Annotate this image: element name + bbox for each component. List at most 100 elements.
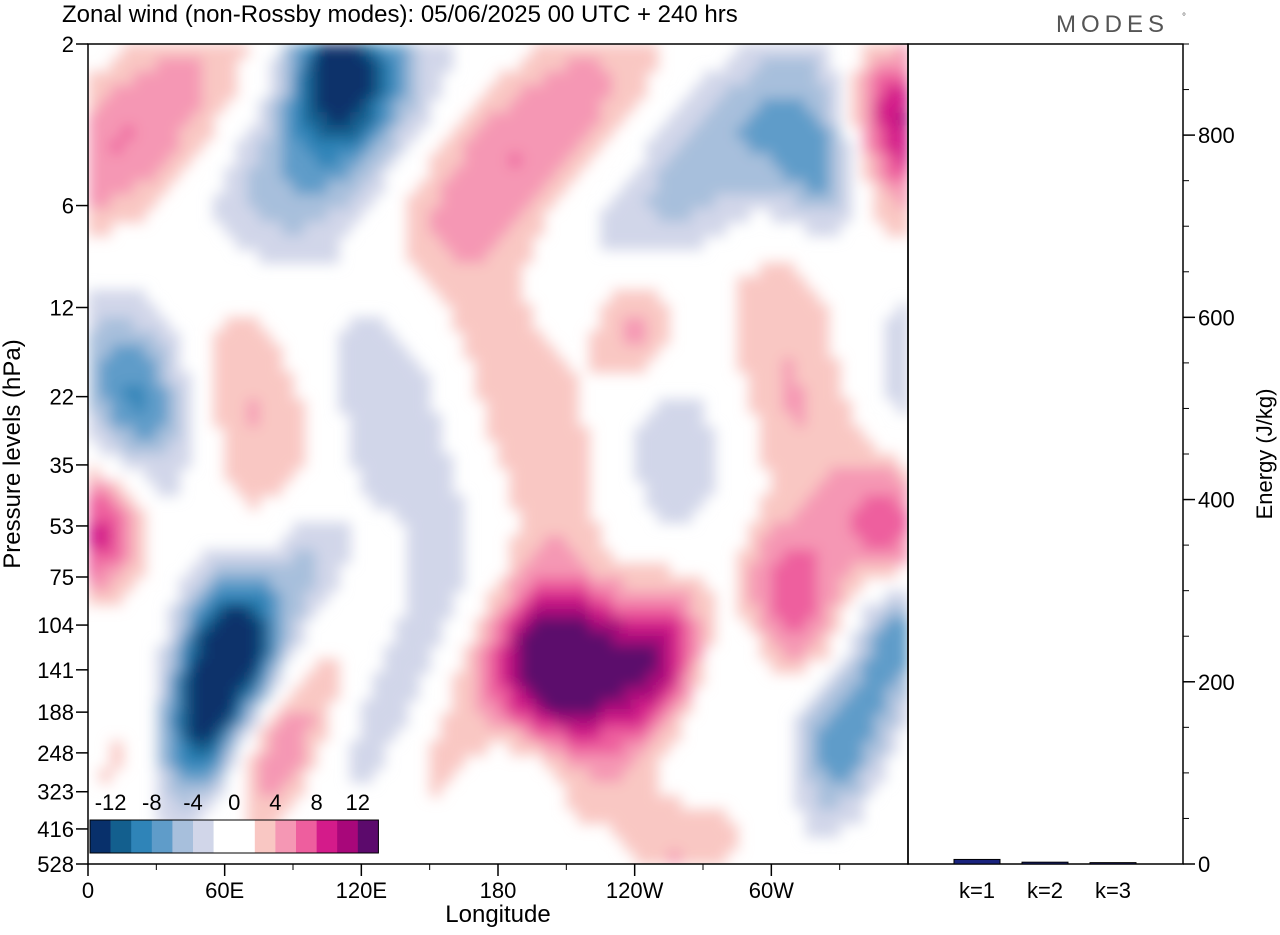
heatmap-cell xyxy=(896,139,908,155)
heatmap-cell xyxy=(452,249,465,264)
heatmap-cell xyxy=(828,754,841,770)
heatmap-cell xyxy=(258,235,272,250)
heatmap-cell xyxy=(520,481,533,496)
heatmap-cell xyxy=(406,604,420,619)
heatmap-cell xyxy=(532,577,545,592)
heatmap-cell xyxy=(759,454,773,469)
heatmap-cell xyxy=(384,399,397,414)
heatmap-cell xyxy=(361,317,374,332)
heatmap-cell xyxy=(759,385,773,401)
heatmap-cell xyxy=(577,481,590,496)
heatmap-cell xyxy=(270,741,283,756)
heatmap-cell xyxy=(816,426,830,442)
heatmap-cell xyxy=(304,249,317,264)
heatmap-cell xyxy=(611,618,625,633)
heatmap-cell xyxy=(293,208,306,223)
heatmap-cell xyxy=(509,126,522,141)
heatmap-cell xyxy=(657,221,670,237)
heatmap-cell xyxy=(213,618,226,633)
heatmap-cell xyxy=(657,317,670,332)
y-tick-label: 35 xyxy=(50,453,74,478)
heatmap-cell xyxy=(122,290,135,305)
heatmap-cell xyxy=(657,180,670,196)
heatmap-cell xyxy=(862,508,875,524)
heatmap-cell xyxy=(759,522,773,537)
heatmap-cell xyxy=(885,180,898,196)
heatmap-cell xyxy=(862,495,875,510)
heatmap-cell xyxy=(349,71,363,86)
heatmap-cell xyxy=(99,590,112,606)
heatmap-cell xyxy=(349,167,363,182)
heatmap-cell xyxy=(759,85,773,100)
heatmap-cell xyxy=(828,426,841,442)
heatmap-cell xyxy=(144,57,158,73)
heatmap-cell xyxy=(281,741,294,756)
heatmap-cell xyxy=(258,344,272,360)
heatmap-cell xyxy=(486,686,499,701)
heatmap-cell xyxy=(862,139,875,155)
heatmap-cell xyxy=(429,221,442,237)
heatmap-cell xyxy=(759,98,773,114)
heatmap-cell xyxy=(703,454,716,469)
heatmap-cell xyxy=(99,549,112,565)
heatmap-cell xyxy=(281,208,294,223)
heatmap-cell xyxy=(577,631,590,647)
heatmap-cell xyxy=(680,235,693,250)
heatmap-cell xyxy=(498,713,511,729)
heatmap-cell xyxy=(190,645,203,660)
heatmap-cell xyxy=(406,659,420,674)
heatmap-cell xyxy=(600,44,613,59)
heatmap-cell xyxy=(441,563,454,578)
heatmap-cell xyxy=(520,167,533,182)
heatmap-cell xyxy=(577,440,590,455)
heatmap-cell xyxy=(258,440,272,455)
heatmap-cell xyxy=(213,98,226,114)
heatmap-cell xyxy=(805,85,818,100)
heatmap-cell xyxy=(828,71,841,86)
heatmap-cell xyxy=(532,399,545,414)
heatmap-cell xyxy=(828,768,841,783)
heatmap-cell xyxy=(167,440,180,455)
heatmap-cell xyxy=(304,167,317,182)
heatmap-cell xyxy=(156,659,169,674)
heatmap-cell xyxy=(361,98,374,114)
heatmap-cell xyxy=(839,577,852,592)
heatmap-cell xyxy=(247,426,260,442)
heatmap-cell xyxy=(634,167,647,182)
heatmap-cell xyxy=(532,139,545,155)
heatmap-cell xyxy=(554,399,568,414)
heatmap-cell xyxy=(509,153,522,168)
heatmap-cell xyxy=(167,57,180,73)
heatmap-cell xyxy=(623,700,636,715)
heatmap-cell xyxy=(873,126,887,141)
heatmap-cell xyxy=(167,385,180,401)
heatmap-cell xyxy=(372,467,385,483)
heatmap-cell xyxy=(794,577,807,592)
heatmap-cell xyxy=(213,686,226,701)
heatmap-cell xyxy=(566,372,579,387)
heatmap-cell xyxy=(224,85,237,100)
heatmap-cell xyxy=(213,85,226,100)
heatmap-cell xyxy=(156,385,169,401)
heatmap-cell xyxy=(623,44,636,59)
heatmap-cell xyxy=(873,563,887,578)
heatmap-cell xyxy=(828,481,841,496)
heatmap-cell xyxy=(759,631,773,647)
heatmap-cell xyxy=(179,727,192,742)
heatmap-cell xyxy=(247,180,260,196)
heatmap-cell xyxy=(782,194,795,209)
heatmap-cell xyxy=(657,741,670,756)
heatmap-cell xyxy=(509,645,522,660)
heatmap-cell xyxy=(99,71,112,86)
heatmap-cell xyxy=(224,331,237,346)
heatmap-cell xyxy=(794,57,807,73)
heatmap-cell xyxy=(623,85,636,100)
heatmap-cell xyxy=(782,577,795,592)
heatmap-cell xyxy=(885,495,898,510)
heatmap-cell xyxy=(589,85,602,100)
heatmap-cell xyxy=(828,795,841,811)
heatmap-cell xyxy=(406,235,420,250)
heatmap-cell xyxy=(896,167,908,182)
heatmap-cell xyxy=(110,208,123,223)
